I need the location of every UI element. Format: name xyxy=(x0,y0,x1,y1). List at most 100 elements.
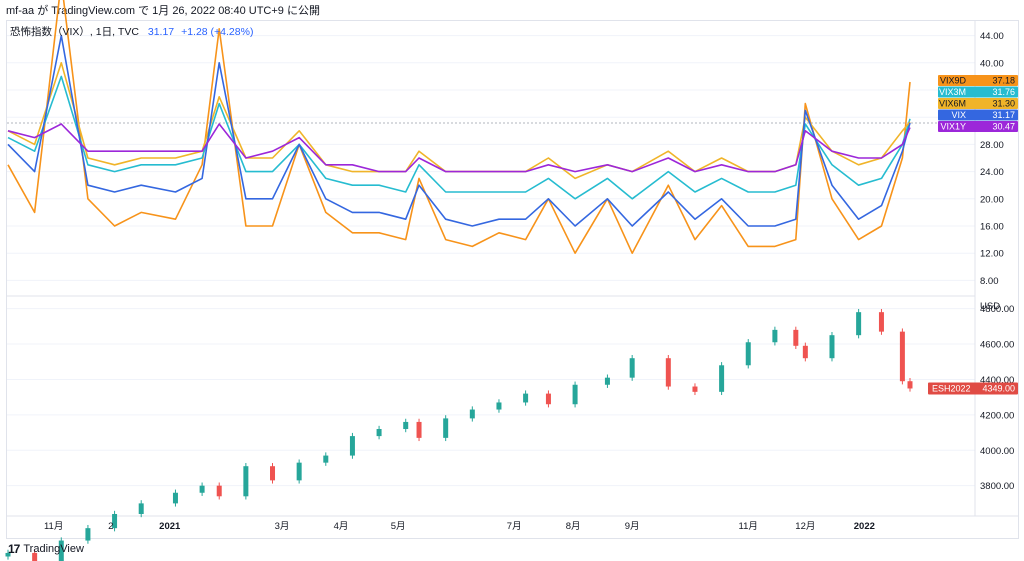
legend-last-value: 31.17 xyxy=(147,26,175,38)
es-last-value-badge[interactable]: ESH2022 4349.00 xyxy=(928,382,1018,395)
x-tick-label: 4月 xyxy=(334,521,349,532)
badge-bg xyxy=(938,86,1018,98)
x-tick-label: 12月 xyxy=(795,521,815,532)
candle-body[interactable] xyxy=(572,384,578,405)
candle-body[interactable] xyxy=(829,335,835,359)
legend-change: +1.28 (+4.28%) xyxy=(181,26,254,38)
series-line-vix6m[interactable] xyxy=(7,61,911,180)
x-tick-label: 11月 xyxy=(739,521,758,532)
badge-value: 30.47 xyxy=(992,122,1015,132)
candle-body[interactable] xyxy=(403,421,409,430)
x-tick-label: 5月 xyxy=(391,521,406,532)
particle-de: で xyxy=(138,5,150,17)
chart-frame xyxy=(6,20,1019,539)
y-tick-label: 4400.00 xyxy=(980,375,1014,386)
candle-body[interactable] xyxy=(58,540,64,561)
candle-body[interactable] xyxy=(604,377,610,385)
candle-body[interactable] xyxy=(899,331,905,382)
candle-body[interactable] xyxy=(802,345,808,359)
y-tick-label: 8.00 xyxy=(980,276,999,287)
candle-body[interactable] xyxy=(496,402,502,410)
badge-series-name: VIX3M xyxy=(939,87,966,97)
x-tick-label: 2 xyxy=(108,521,113,532)
badge-bg xyxy=(938,109,1018,121)
candle-body[interactable] xyxy=(376,429,382,437)
candle-body[interactable] xyxy=(772,329,778,343)
last-value-badge-vix3m[interactable]: VIX3M 31.76 xyxy=(938,86,1018,98)
series-line-vix[interactable] xyxy=(7,34,911,227)
x-tick-label: 2022 xyxy=(854,521,875,532)
badge-series-name: VIX6M xyxy=(939,99,966,109)
candle-body[interactable] xyxy=(349,436,355,456)
x-tick-label: 7月 xyxy=(507,521,522,532)
candle-body[interactable] xyxy=(32,552,38,561)
candle-body[interactable] xyxy=(907,381,913,389)
badge-symbol: ESH2022 xyxy=(932,383,971,393)
y-tick-label: 4600.00 xyxy=(980,340,1014,351)
tradingview-footer[interactable]: 17 TradingView xyxy=(8,540,84,558)
y-tick-label: 3800.00 xyxy=(980,481,1014,492)
series-line-vix1y[interactable] xyxy=(7,123,911,173)
y-tick-label: 44.00 xyxy=(980,31,1004,42)
last-value-badge-vix[interactable]: VIX 31.17 xyxy=(938,109,1018,121)
badge-value: 31.76 xyxy=(992,87,1015,97)
last-value-badge-vix1y[interactable]: VIX1Y 30.47 xyxy=(938,121,1018,132)
x-tick-label: 11月 xyxy=(44,521,63,532)
x-tick-label: 8月 xyxy=(566,521,581,532)
badge-series-name: VIX9D xyxy=(940,76,967,86)
candle-body[interactable] xyxy=(172,492,178,504)
x-tick-label: 2021 xyxy=(159,521,181,532)
y-tick-label: 28.00 xyxy=(980,140,1004,151)
candle-body[interactable] xyxy=(745,342,751,366)
candle-body[interactable] xyxy=(629,358,635,378)
candle-body[interactable] xyxy=(469,409,475,419)
last-value-badge-vix6m[interactable]: VIX6M 31.30 xyxy=(938,98,1018,109)
y-tick-label: 24.00 xyxy=(980,167,1004,178)
published-text: に公開 xyxy=(286,5,320,17)
candle-body[interactable] xyxy=(878,312,884,332)
series-line-vix3m[interactable] xyxy=(7,75,911,200)
candle-body[interactable] xyxy=(85,528,91,541)
badge-value: 31.30 xyxy=(992,99,1015,109)
y-tick-label: 20.00 xyxy=(980,194,1004,205)
x-tick-label: 9月 xyxy=(625,521,640,532)
candle-body[interactable] xyxy=(793,329,799,346)
badge-bg xyxy=(938,75,1018,86)
candle-body[interactable] xyxy=(856,312,862,336)
candle-body[interactable] xyxy=(5,552,11,557)
author-name[interactable]: mf-aa xyxy=(6,5,35,17)
particle-ga: が xyxy=(37,5,49,17)
candle-body[interactable] xyxy=(243,466,249,497)
candle-body[interactable] xyxy=(523,393,529,403)
chart-legend[interactable]: 恐怖指数（VIX）, 1日, TVC 31.17 +1.28 (+4.28%) xyxy=(10,24,253,39)
site-name[interactable]: TradingView.com xyxy=(51,5,136,17)
candle-body[interactable] xyxy=(323,455,329,463)
publish-info: mf-aa が TradingView.com で 1月 26, 2022 08… xyxy=(6,2,320,20)
series-line-vix9d[interactable] xyxy=(7,0,911,254)
publish-timestamp: 1月 26, 2022 08:40 UTC+9 xyxy=(152,5,284,17)
y-tick-label: 40.00 xyxy=(980,58,1004,69)
x-tick-label: 3月 xyxy=(275,521,290,532)
candle-body[interactable] xyxy=(138,503,144,514)
candle-body[interactable] xyxy=(545,393,551,405)
candle-body[interactable] xyxy=(270,466,276,481)
candle-body[interactable] xyxy=(216,485,222,497)
tradingview-brand: TradingView xyxy=(23,543,84,555)
last-value-badge-vix9d[interactable]: VIX9D 37.18 xyxy=(938,75,1018,86)
candle-body[interactable] xyxy=(443,418,449,438)
y-tick-label: 4000.00 xyxy=(980,446,1014,457)
candle-body[interactable] xyxy=(296,462,302,481)
y-tick-label: 16.00 xyxy=(980,222,1004,233)
badge-value: 4349.00 xyxy=(982,383,1015,393)
candle-body[interactable] xyxy=(112,514,118,529)
tradingview-logo-icon: 17 xyxy=(8,542,20,556)
candle-body[interactable] xyxy=(416,421,422,438)
y-tick-label: 4800.00 xyxy=(980,304,1014,315)
candle-body[interactable] xyxy=(199,485,205,493)
candle-body[interactable] xyxy=(665,358,671,387)
candle-body[interactable] xyxy=(719,365,725,392)
y-tick-label: 12.00 xyxy=(980,249,1004,260)
badge-value: 37.18 xyxy=(992,76,1015,86)
candle-body[interactable] xyxy=(692,386,698,392)
